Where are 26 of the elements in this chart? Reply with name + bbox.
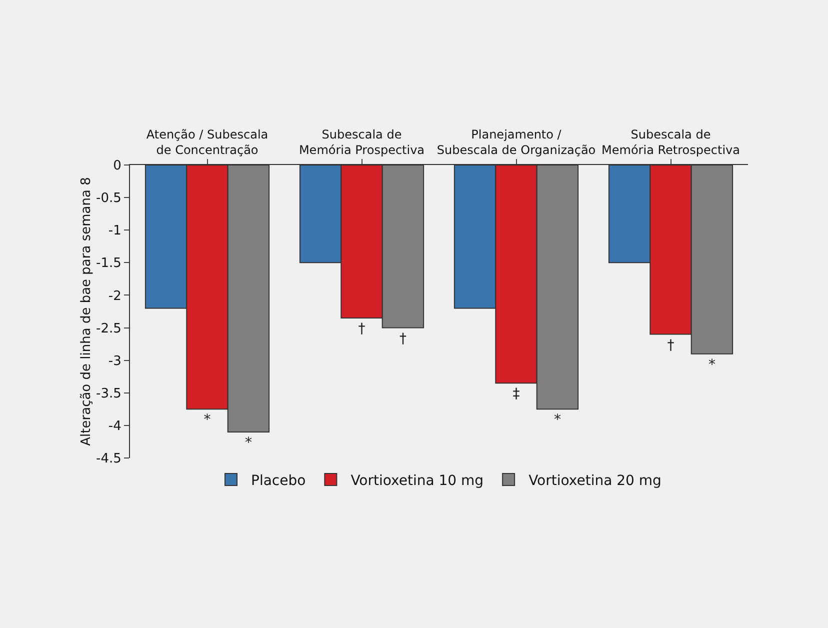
data-label: † xyxy=(399,330,406,347)
legend-label: Placebo xyxy=(251,472,306,489)
y-tick-label: -4 xyxy=(108,418,122,434)
x-tick-label: Planejamento / Subescala de Organização xyxy=(436,128,596,158)
y-tick-label: -2.5 xyxy=(96,321,122,336)
data-label: † xyxy=(667,337,674,354)
legend-label: Vortioxetina 20 mg xyxy=(528,472,662,489)
y-tick-label: -3 xyxy=(108,354,122,369)
data-label: ‡ xyxy=(512,386,520,402)
x-tick-label: Subescala de Memória Retrospectiva xyxy=(602,128,740,158)
data-label: * xyxy=(708,356,716,373)
y-tick-label: -4.5 xyxy=(96,452,122,467)
y-axis-title: Alteração de linha de bae para semana 8 xyxy=(79,177,94,446)
y-tick-label: -3.5 xyxy=(96,386,122,402)
x-tick-label: Atenção / Subescala de Concentração xyxy=(146,128,268,158)
y-tick-label: -2 xyxy=(108,288,122,304)
data-label: * xyxy=(244,434,252,451)
data-label: * xyxy=(554,412,561,428)
data-label: † xyxy=(358,321,366,338)
y-tick-label: 0 xyxy=(113,158,122,174)
x-tick-label: Subescala de Memória Prospectiva xyxy=(298,128,425,158)
y-tick-label: -0.5 xyxy=(96,191,122,206)
legend-label: Vortioxetina 10 mg xyxy=(350,472,484,489)
y-tick-label: -1.5 xyxy=(96,256,122,272)
y-tick-label: -1 xyxy=(108,224,122,239)
data-label: * xyxy=(204,412,211,428)
